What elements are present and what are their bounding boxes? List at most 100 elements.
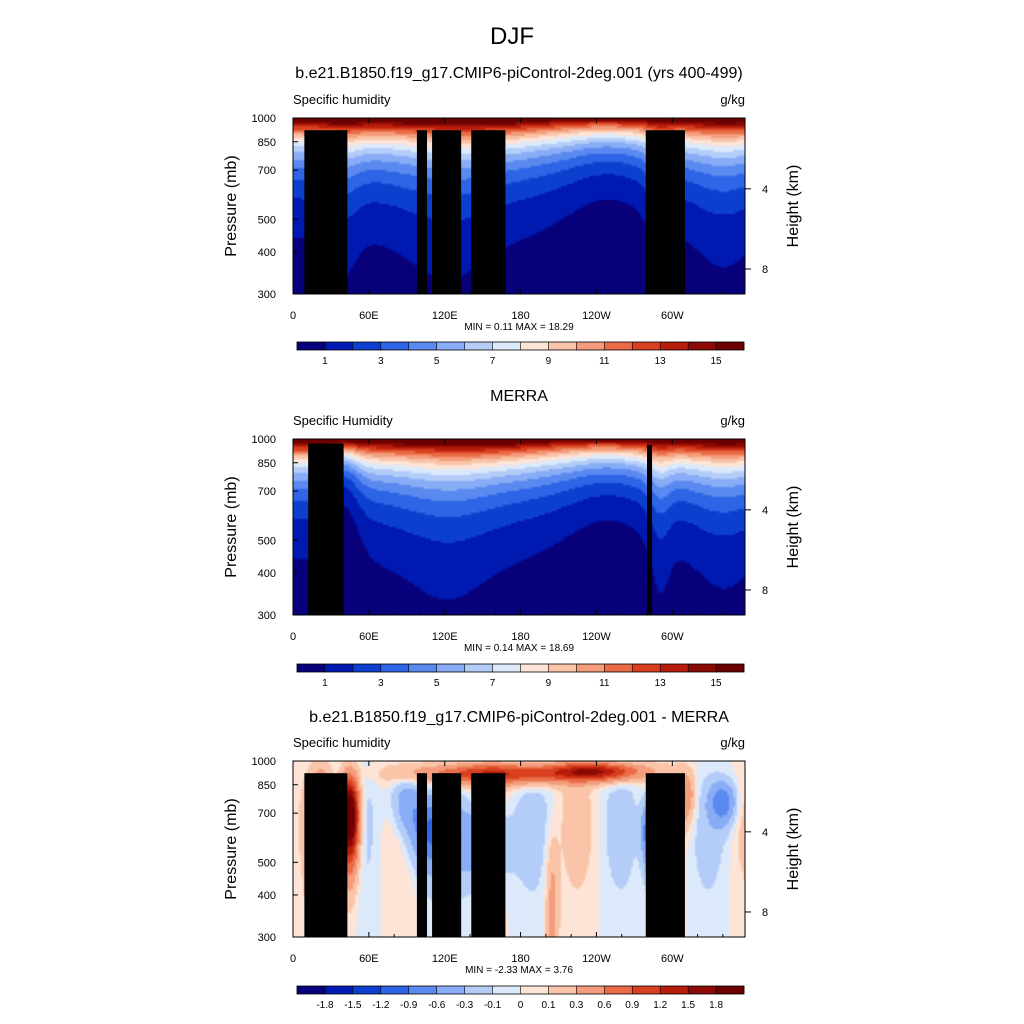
y-tick-label: 700 xyxy=(258,486,276,498)
colorbar-label: -0.1 xyxy=(484,1000,502,1011)
y-tick-label: 1000 xyxy=(252,113,276,125)
y-tick-label: 850 xyxy=(258,780,276,792)
colorbar-swatch xyxy=(520,986,549,994)
colorbar-swatch xyxy=(716,986,745,994)
x-tick-label: 120E xyxy=(432,310,458,322)
colorbar-label: 5 xyxy=(434,356,440,367)
y-tick-label: 300 xyxy=(258,932,276,944)
x-tick-label: 0 xyxy=(290,953,296,965)
colorbar-swatch xyxy=(352,664,382,672)
colorbar-label: 11 xyxy=(599,356,610,367)
topography-block xyxy=(328,784,347,937)
colorbar-swatch xyxy=(352,342,382,350)
topography-block xyxy=(328,141,347,294)
colorbar-label: 0.3 xyxy=(569,1000,583,1011)
colorbar-swatch xyxy=(660,986,689,994)
colorbar-swatch xyxy=(408,664,437,672)
colorbar-swatch xyxy=(632,986,661,994)
panel-title: b.e21.B1850.f19_g17.CMIP6-piControl-2deg… xyxy=(295,65,742,82)
panel-3: b.e21.B1850.f19_g17.CMIP6-piControl-2deg… xyxy=(223,709,802,1011)
min-max-stats: MIN = 0.14 MAX = 18.69 xyxy=(464,643,574,654)
panel-units-label: g/kg xyxy=(720,735,745,750)
height-tick-label: 8 xyxy=(762,585,768,597)
panel-left-label: Specific Humidity xyxy=(293,413,393,428)
colorbar-label: 0.6 xyxy=(597,1000,611,1011)
y-tick-label: 400 xyxy=(258,247,276,259)
y-tick-label: 400 xyxy=(258,568,276,580)
topography-block xyxy=(416,773,428,937)
colorbar-swatch xyxy=(408,342,437,350)
colorbar-label: 1.8 xyxy=(709,1000,723,1011)
x-tick-label: 60W xyxy=(661,310,684,322)
colorbar-label: 15 xyxy=(711,356,723,367)
colorbar-swatch xyxy=(492,986,521,994)
x-tick-label: 60W xyxy=(661,631,684,643)
colorbar-swatch xyxy=(520,664,549,672)
x-tick-label: 60E xyxy=(359,953,379,965)
colorbar-swatch xyxy=(688,342,717,350)
colorbar-label: 15 xyxy=(711,678,723,689)
y2-axis-label: Height (km) xyxy=(785,486,802,569)
height-tick-label: 4 xyxy=(762,505,768,517)
topography-block xyxy=(333,454,339,615)
x-tick-label: 180 xyxy=(511,953,529,965)
y-tick-label: 700 xyxy=(258,808,276,820)
colorbar-swatch xyxy=(297,342,326,350)
colorbar-label: 0.1 xyxy=(541,1000,555,1011)
x-tick-label: 0 xyxy=(290,631,296,643)
contour-field xyxy=(293,439,745,615)
colorbar-swatch xyxy=(464,664,493,672)
x-tick-label: 60E xyxy=(359,310,379,322)
height-tick-label: 8 xyxy=(762,907,768,919)
topography-block xyxy=(432,773,462,937)
y-axis-label: Pressure (mb) xyxy=(223,476,240,577)
y-tick-label: 500 xyxy=(258,214,276,226)
x-tick-label: 120W xyxy=(582,631,611,643)
colorbar-swatch xyxy=(324,986,354,994)
y-tick-label: 300 xyxy=(258,289,276,301)
colorbar-label: 1.5 xyxy=(681,1000,695,1011)
height-tick-label: 4 xyxy=(762,184,768,196)
panel-title: b.e21.B1850.f19_g17.CMIP6-piControl-2deg… xyxy=(309,709,729,726)
y-axis-label: Pressure (mb) xyxy=(223,155,240,256)
topography-block xyxy=(432,130,462,294)
y-tick-label: 1000 xyxy=(252,434,276,446)
y-tick-label: 500 xyxy=(258,857,276,869)
colorbar-label: 9 xyxy=(546,678,552,689)
topography-block xyxy=(338,451,344,615)
colorbar-swatch xyxy=(716,664,745,672)
colorbar-label: 1 xyxy=(322,356,328,367)
colorbar-swatch xyxy=(297,664,326,672)
x-tick-label: 180 xyxy=(511,631,529,643)
colorbar-swatch xyxy=(660,342,689,350)
min-max-stats: MIN = 0.11 MAX = 18.29 xyxy=(464,322,574,333)
colorbar-swatch xyxy=(464,986,493,994)
height-tick-label: 8 xyxy=(762,264,768,276)
x-tick-label: 180 xyxy=(511,310,529,322)
topography-block xyxy=(647,444,653,615)
x-tick-label: 60E xyxy=(359,631,379,643)
x-tick-label: 120W xyxy=(582,310,611,322)
colorbar-swatch xyxy=(297,986,326,994)
colorbar-label: 5 xyxy=(434,678,440,689)
colorbar-swatch xyxy=(716,342,745,350)
y-tick-label: 850 xyxy=(258,137,276,149)
colorbar-label: -0.6 xyxy=(428,1000,446,1011)
topography-block xyxy=(471,130,506,294)
colorbar-swatch xyxy=(632,342,661,350)
colorbar-label: 0 xyxy=(518,1000,524,1011)
x-tick-label: 120W xyxy=(582,953,611,965)
height-tick-label: 4 xyxy=(762,827,768,839)
colorbar-swatch xyxy=(548,664,577,672)
colorbar-label: 7 xyxy=(490,678,496,689)
colorbar-swatch xyxy=(324,342,354,350)
plot-frame xyxy=(292,117,746,295)
x-tick-label: 120E xyxy=(432,953,458,965)
topography-block xyxy=(645,773,685,937)
colorbar-label: -0.9 xyxy=(400,1000,418,1011)
topography-block xyxy=(324,448,334,615)
colorbar-swatch xyxy=(632,664,661,672)
y-tick-label: 300 xyxy=(258,610,276,622)
colorbar-swatch xyxy=(604,342,633,350)
